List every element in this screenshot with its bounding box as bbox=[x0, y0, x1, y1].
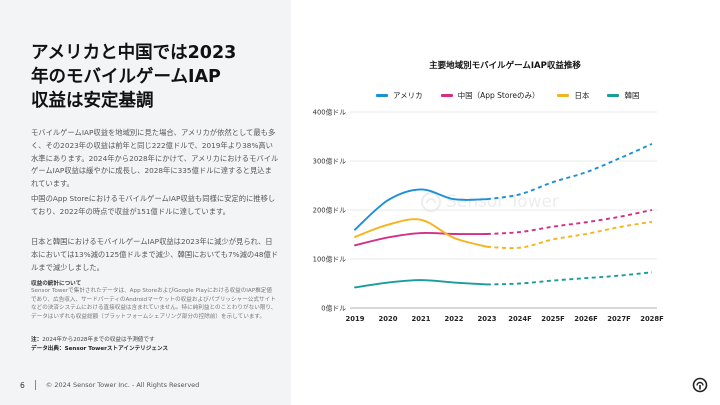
sensor-tower-logo-icon bbox=[692, 377, 708, 393]
x-tick-label: 2021 bbox=[412, 315, 431, 323]
legend-label: 韓国 bbox=[624, 91, 640, 100]
x-tick-label: 2022 bbox=[445, 315, 464, 323]
y-tick-label: 300億ドル bbox=[313, 157, 347, 166]
legend-label: アメリカ bbox=[393, 91, 423, 100]
legend-swatch bbox=[557, 94, 570, 97]
series-line-actual bbox=[354, 188, 488, 231]
title-line: 年のモバイルゲームIAP bbox=[31, 67, 221, 87]
page-title: アメリカと中国では2023 年のモバイルゲームIAP 収益は安定基調 bbox=[31, 41, 281, 113]
note-text: 2024年から2028年までの収益は予測値です bbox=[42, 337, 155, 343]
series-line-forecast bbox=[486, 142, 653, 201]
x-tick-label: 2024F bbox=[508, 315, 532, 323]
legend-label: 中国（App Storeのみ） bbox=[457, 91, 540, 100]
y-tick-label: 400億ドル bbox=[313, 108, 347, 117]
notes-body: Sensor Towerで集計されたデータは、App StoreおよびGoogl… bbox=[31, 288, 277, 320]
legend-swatch bbox=[376, 94, 388, 97]
series-line-actual bbox=[354, 218, 488, 248]
note-label: 注： bbox=[31, 337, 43, 343]
series-line-forecast bbox=[486, 271, 653, 286]
data-source: データ出典：Sensor Towerストアインテリジェンス bbox=[31, 344, 168, 352]
footer-divider bbox=[34, 380, 36, 390]
title-line: アメリカと中国では2023 bbox=[31, 43, 237, 63]
legend-item-japan: 日本 bbox=[557, 90, 589, 101]
watermark-logo-icon bbox=[421, 192, 441, 212]
chart-legend: アメリカ 中国（App Storeのみ） 日本 韓国 bbox=[376, 90, 657, 101]
legend-swatch bbox=[607, 94, 620, 97]
watermark-text: Sensor Tower bbox=[446, 192, 559, 212]
y-tick-label: 100億ドル bbox=[313, 255, 347, 264]
x-tick-label: 2026F bbox=[574, 315, 598, 323]
legend-item-us: アメリカ bbox=[376, 90, 423, 101]
legend-label: 日本 bbox=[574, 91, 590, 100]
x-tick-label: 2028F bbox=[640, 315, 664, 323]
source-text: Sensor Towerストアインテリジェンス bbox=[64, 346, 169, 352]
footer: 6 © 2024 Sensor Tower Inc. - All Rights … bbox=[20, 380, 199, 390]
paragraph-us: モバイルゲームIAP収益を地域別に見た場合、アメリカが依然として最も多く、その2… bbox=[31, 128, 279, 189]
title-line: 収益は安定基調 bbox=[31, 91, 154, 111]
source-label: データ出典： bbox=[31, 346, 65, 352]
x-tick-label: 2025F bbox=[541, 315, 565, 323]
legend-item-korea: 韓国 bbox=[607, 90, 639, 101]
forecast-note: 注：2024年から2028年までの収益は予測値です bbox=[31, 335, 155, 343]
paragraph-japan-korea: 日本と韓国におけるモバイルゲームIAP収益は2023年に減少が見られ、日本におい… bbox=[31, 237, 279, 272]
x-tick-label: 2023 bbox=[478, 315, 497, 323]
copyright: © 2024 Sensor Tower Inc. - All Rights Re… bbox=[45, 381, 200, 389]
page-number: 6 bbox=[20, 380, 25, 390]
legend-item-china: 中国（App Storeのみ） bbox=[440, 90, 540, 101]
legend-swatch bbox=[440, 94, 453, 97]
y-tick-label: 0億ドル bbox=[321, 304, 346, 313]
paragraph-china: 中国のApp StoreにおけるモバイルゲームIAP収益も同様に安定的に推移して… bbox=[31, 194, 276, 216]
notes-title: 収益の統計について bbox=[31, 281, 82, 287]
x-tick-label: 2019 bbox=[346, 315, 365, 323]
left-panel: アメリカと中国では2023 年のモバイルゲームIAP 収益は安定基調 モバイルゲ… bbox=[0, 0, 291, 405]
series-line-actual bbox=[354, 279, 488, 289]
chart-title: 主要地域別モバイルゲームIAP収益推移 bbox=[429, 61, 581, 71]
series-line-forecast bbox=[486, 209, 653, 235]
x-tick-label: 2027F bbox=[607, 315, 631, 323]
revenue-line-chart: 0億ドル 100億ドル 200億ドル 300億ドル 400億ドル 2019 2020 2021… bbox=[313, 108, 665, 324]
y-tick-label: 200億ドル bbox=[313, 206, 347, 215]
watermark: Sensor Tower bbox=[420, 191, 559, 213]
series-line-actual bbox=[354, 231, 488, 247]
series-line-forecast bbox=[486, 220, 653, 250]
x-tick-label: 2020 bbox=[379, 315, 398, 323]
